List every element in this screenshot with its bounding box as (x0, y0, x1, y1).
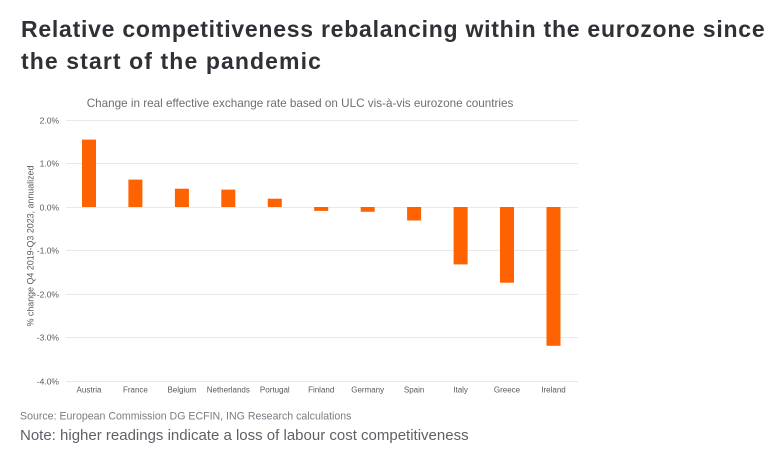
svg-text:1.0%: 1.0% (40, 159, 60, 169)
svg-text:Spain: Spain (404, 386, 424, 395)
svg-text:Austria: Austria (77, 386, 102, 395)
svg-text:2.0%: 2.0% (40, 116, 60, 126)
svg-text:Note: higher readings indicate: Note: higher readings indicate a loss of… (20, 427, 469, 444)
svg-text:-1.0%: -1.0% (37, 246, 60, 256)
svg-text:-3.0%: -3.0% (37, 333, 60, 343)
svg-text:Netherlands: Netherlands (207, 386, 250, 395)
svg-text:% change Q4 2019-Q3 2023, annu: % change Q4 2019-Q3 2023, annualized (26, 166, 36, 327)
svg-text:Relative competitiveness rebal: Relative competitiveness rebalancing wit… (21, 16, 765, 42)
svg-text:Finland: Finland (308, 386, 334, 395)
svg-text:Source: European Commission DG: Source: European Commission DG ECFIN, IN… (20, 411, 351, 423)
svg-text:Germany: Germany (351, 386, 384, 395)
svg-text:the start of the pandemic: the start of the pandemic (21, 48, 322, 74)
svg-text:Belgium: Belgium (167, 386, 196, 395)
svg-text:Change in real effective excha: Change in real effective exchange rate b… (87, 97, 514, 110)
svg-text:Ireland: Ireland (541, 386, 565, 395)
svg-text:Greece: Greece (494, 386, 521, 395)
svg-text:-2.0%: -2.0% (37, 290, 60, 300)
svg-text:Portugal: Portugal (260, 386, 290, 395)
svg-text:France: France (123, 386, 148, 395)
svg-text:0.0%: 0.0% (40, 203, 60, 213)
svg-text:Italy: Italy (453, 386, 468, 395)
svg-text:-4.0%: -4.0% (37, 377, 60, 387)
